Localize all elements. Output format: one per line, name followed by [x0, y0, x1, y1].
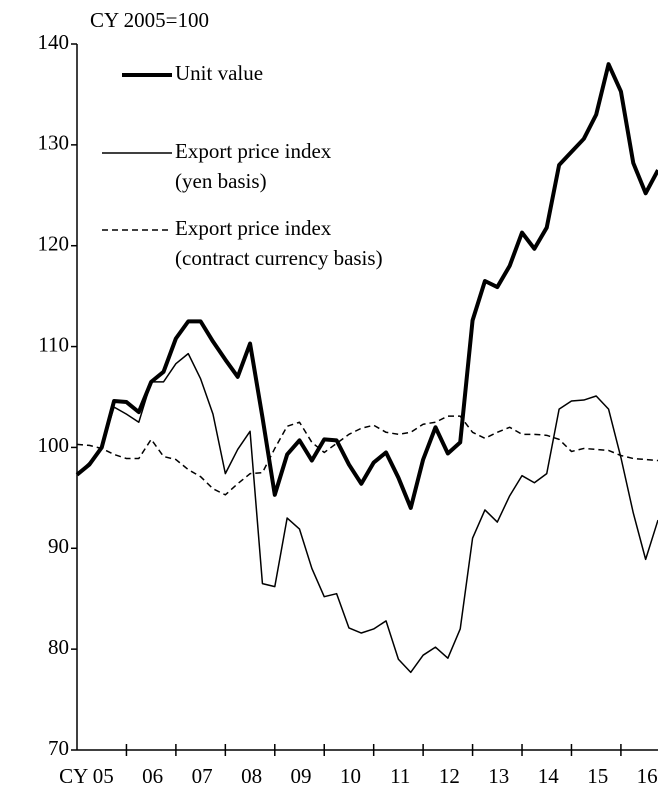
series-line [76, 352, 658, 674]
x-tick-label: 13 [488, 764, 509, 788]
x-tick-label: 08 [241, 764, 262, 788]
series-line [75, 62, 658, 510]
legend-label: Unit value [175, 61, 263, 85]
y-tick-label: 130 [38, 131, 70, 155]
x-tick-label: 09 [291, 764, 312, 788]
legend-label: Export price index (contract currency bas… [175, 216, 383, 270]
y-tick-label: 110 [38, 332, 69, 356]
x-tick-label: 16 [637, 764, 658, 788]
x-tick-label: 06 [142, 764, 163, 788]
y-tick-label: 90 [48, 534, 69, 558]
x-tick-label: 07 [192, 764, 213, 788]
x-tick-label: 11 [390, 764, 410, 788]
y-axis-label: CY 2005=100 [90, 8, 209, 32]
x-tick-label: 12 [439, 764, 460, 788]
y-tick-label: 120 [38, 232, 70, 256]
x-tick-label: CY 05 [59, 764, 114, 788]
x-tick-label: 15 [587, 764, 608, 788]
y-tick-label: 70 [48, 736, 69, 760]
series-line [76, 415, 658, 496]
x-tick-label: 10 [340, 764, 361, 788]
y-tick-label: 140 [38, 30, 70, 54]
x-tick-label: 14 [538, 764, 560, 788]
y-tick-label: 80 [48, 635, 69, 659]
legend-label: Export price index (yen basis) [175, 139, 332, 193]
y-tick-label: 100 [38, 433, 70, 457]
